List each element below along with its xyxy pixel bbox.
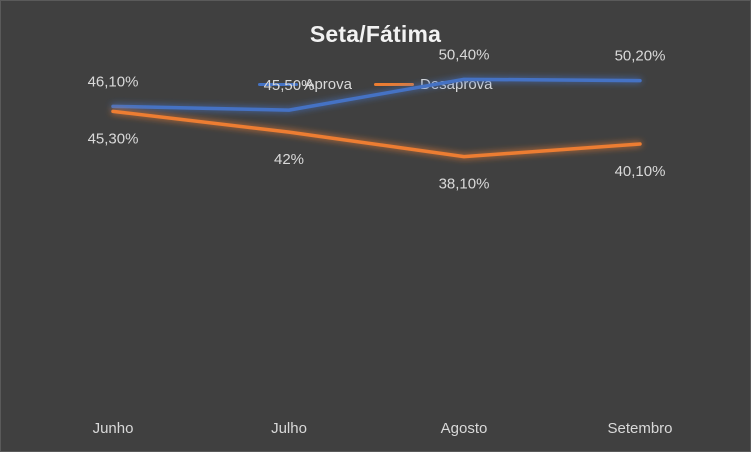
x-tick-label-agosto: Agosto	[441, 420, 488, 437]
legend-swatch-aprova	[258, 83, 299, 86]
data-label-desaprova-junho: 45,30%	[88, 130, 139, 147]
x-tick-label-junho: Junho	[93, 420, 134, 437]
chart-title: Seta/Fátima	[309, 21, 442, 47]
data-label-aprova-setembro: 50,20%	[615, 48, 666, 65]
legend-swatch-desaprova	[373, 83, 414, 86]
x-tick-label-setembro: Setembro	[607, 420, 672, 437]
legend-label-aprova: Aprova	[304, 76, 352, 93]
data-label-aprova-julho: 45,50%	[264, 77, 315, 94]
data-label-desaprova-setembro: 40,10%	[615, 163, 666, 180]
data-label-aprova-junho: 46,10%	[88, 73, 139, 90]
data-label-desaprova-agosto: 38,10%	[439, 176, 490, 193]
data-label-aprova-agosto: 50,40%	[439, 46, 490, 63]
x-tick-label-julho: Julho	[271, 420, 307, 437]
series-line-desaprova	[111, 109, 642, 159]
legend-item-aprova: Aprova	[258, 76, 352, 93]
data-label-desaprova-julho: 42%	[274, 151, 304, 168]
series-line-aprova	[111, 77, 642, 112]
